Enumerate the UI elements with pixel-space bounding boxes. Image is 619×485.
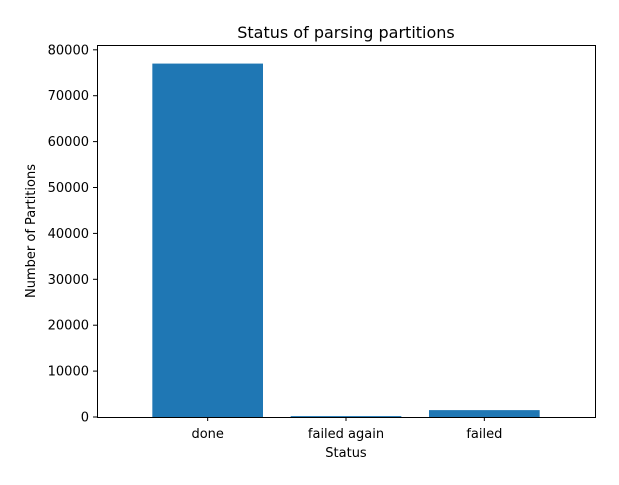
y-tick-label: 0 (81, 411, 89, 426)
y-tick-label: 40000 (48, 227, 89, 242)
bar-done (152, 63, 263, 417)
y-tick-label: 80000 (48, 43, 89, 58)
plot-area-frame (97, 45, 596, 418)
x-axis-label: Status (325, 446, 367, 461)
y-tick-label: 30000 (48, 273, 89, 288)
bar-failed-again (290, 416, 402, 418)
x-tick-label: done (191, 427, 223, 442)
y-axis-label: Number of Partitions (24, 164, 39, 298)
y-tick-label: 10000 (48, 365, 89, 380)
y-tick-label: 50000 (48, 181, 89, 196)
chart-title: Status of parsing partitions (237, 23, 455, 42)
x-tick-label: failed again (308, 427, 384, 442)
x-axis-ticks: done failed again failed (191, 417, 502, 442)
y-tick-label: 20000 (48, 319, 89, 334)
y-tick-label: 60000 (48, 135, 89, 150)
y-axis-ticks: 0 10000 20000 30000 40000 50000 60000 70000 8000… (48, 43, 97, 426)
bar-failed (429, 410, 540, 417)
y-tick-label: 70000 (48, 89, 89, 104)
x-tick-label: failed (466, 427, 502, 442)
bars-group (152, 63, 540, 418)
